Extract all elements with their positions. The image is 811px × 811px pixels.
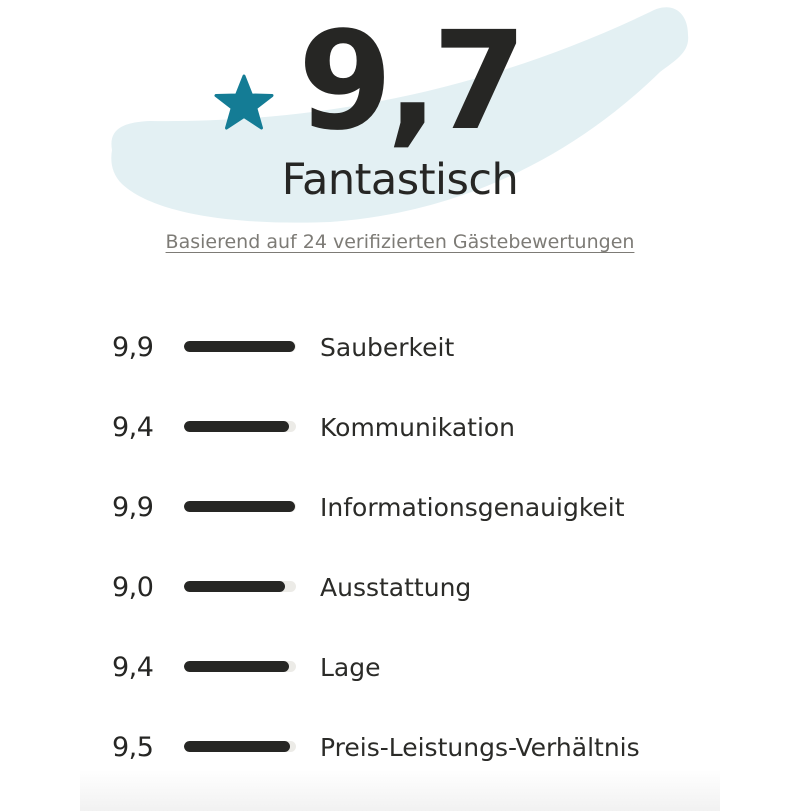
rating-bar-fill [184, 421, 290, 432]
rating-bar-fill [184, 581, 285, 592]
rating-row-kommunikation: 9,4 Kommunikation [0, 388, 811, 468]
rating-bar-fill [184, 661, 290, 672]
rating-value: 9,5 [112, 732, 154, 763]
rating-row-ausstattung: 9,0 Ausstattung [0, 548, 811, 628]
rating-row-preis-leistung: 9,5 Preis-Leistungs-Verhältnis [0, 708, 811, 788]
bottom-fade-edge [80, 770, 720, 811]
rating-value: 9,0 [112, 572, 154, 603]
rating-bar [184, 661, 296, 672]
rating-bar [184, 501, 296, 512]
rating-bar-fill [184, 341, 295, 352]
rating-label: Sauberkeit [320, 333, 455, 362]
rating-value: 9,4 [112, 412, 154, 443]
background-swoosh [111, 7, 689, 223]
rating-bar [184, 421, 296, 432]
overall-score: 9,7 [298, 3, 527, 161]
rating-verdict: Fantastisch [281, 155, 519, 205]
rating-label: Lage [320, 653, 381, 682]
rating-row-informationsgenauigkeit: 9,9 Informationsgenauigkeit [0, 468, 811, 548]
rating-value: 9,4 [112, 652, 154, 683]
star-icon [214, 74, 274, 130]
rating-label: Kommunikation [320, 413, 516, 442]
rating-value: 9,9 [112, 492, 154, 523]
rating-value: 9,9 [112, 332, 154, 363]
rating-label: Ausstattung [320, 573, 472, 602]
rating-row-sauberkeit: 9,9 Sauberkeit [0, 308, 811, 388]
reviews-count-link[interactable]: Basierend auf 24 verifizierten Gästebewe… [165, 231, 635, 253]
rating-bar [184, 741, 296, 752]
rating-label: Informationsgenauigkeit [320, 493, 625, 522]
rating-row-lage: 9,4 Lage [0, 628, 811, 708]
rating-bar [184, 581, 296, 592]
rating-bar-fill [184, 741, 291, 752]
rating-label: Preis-Leistungs-Verhältnis [320, 733, 640, 762]
swoosh-shape [111, 7, 689, 223]
rating-bar [184, 341, 296, 352]
rating-bar-fill [184, 501, 295, 512]
